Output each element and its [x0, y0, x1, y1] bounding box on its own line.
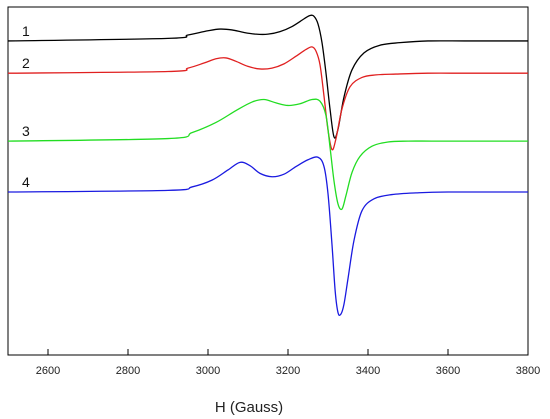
series-line-1 [7, 14, 528, 139]
plot-frame [7, 6, 529, 356]
x-tick-label: 2600 [36, 365, 60, 377]
x-tick-label: 3800 [516, 365, 540, 377]
x-tick-label: 2800 [116, 365, 140, 377]
x-axis-title: H (Gauss) [215, 399, 283, 416]
x-tick-label: 3400 [356, 365, 380, 377]
series-line-4 [7, 156, 529, 317]
series-layer [7, 14, 529, 317]
series-line-2 [7, 46, 528, 151]
x-tick-label: 3600 [436, 365, 460, 377]
series-label-layer: 1 2 3 4 [22, 23, 30, 190]
x-tick-label: 3200 [276, 365, 300, 377]
x-tick-label: 3000 [196, 365, 220, 377]
series-label-1: 1 [22, 23, 30, 39]
series-line-3 [7, 98, 528, 211]
series-label-4: 4 [22, 174, 30, 190]
series-label-3: 3 [22, 123, 30, 139]
x-axis-ticks: 2600 2800 3000 3200 3400 3600 3800 [36, 349, 540, 377]
series-label-2: 2 [22, 55, 30, 71]
